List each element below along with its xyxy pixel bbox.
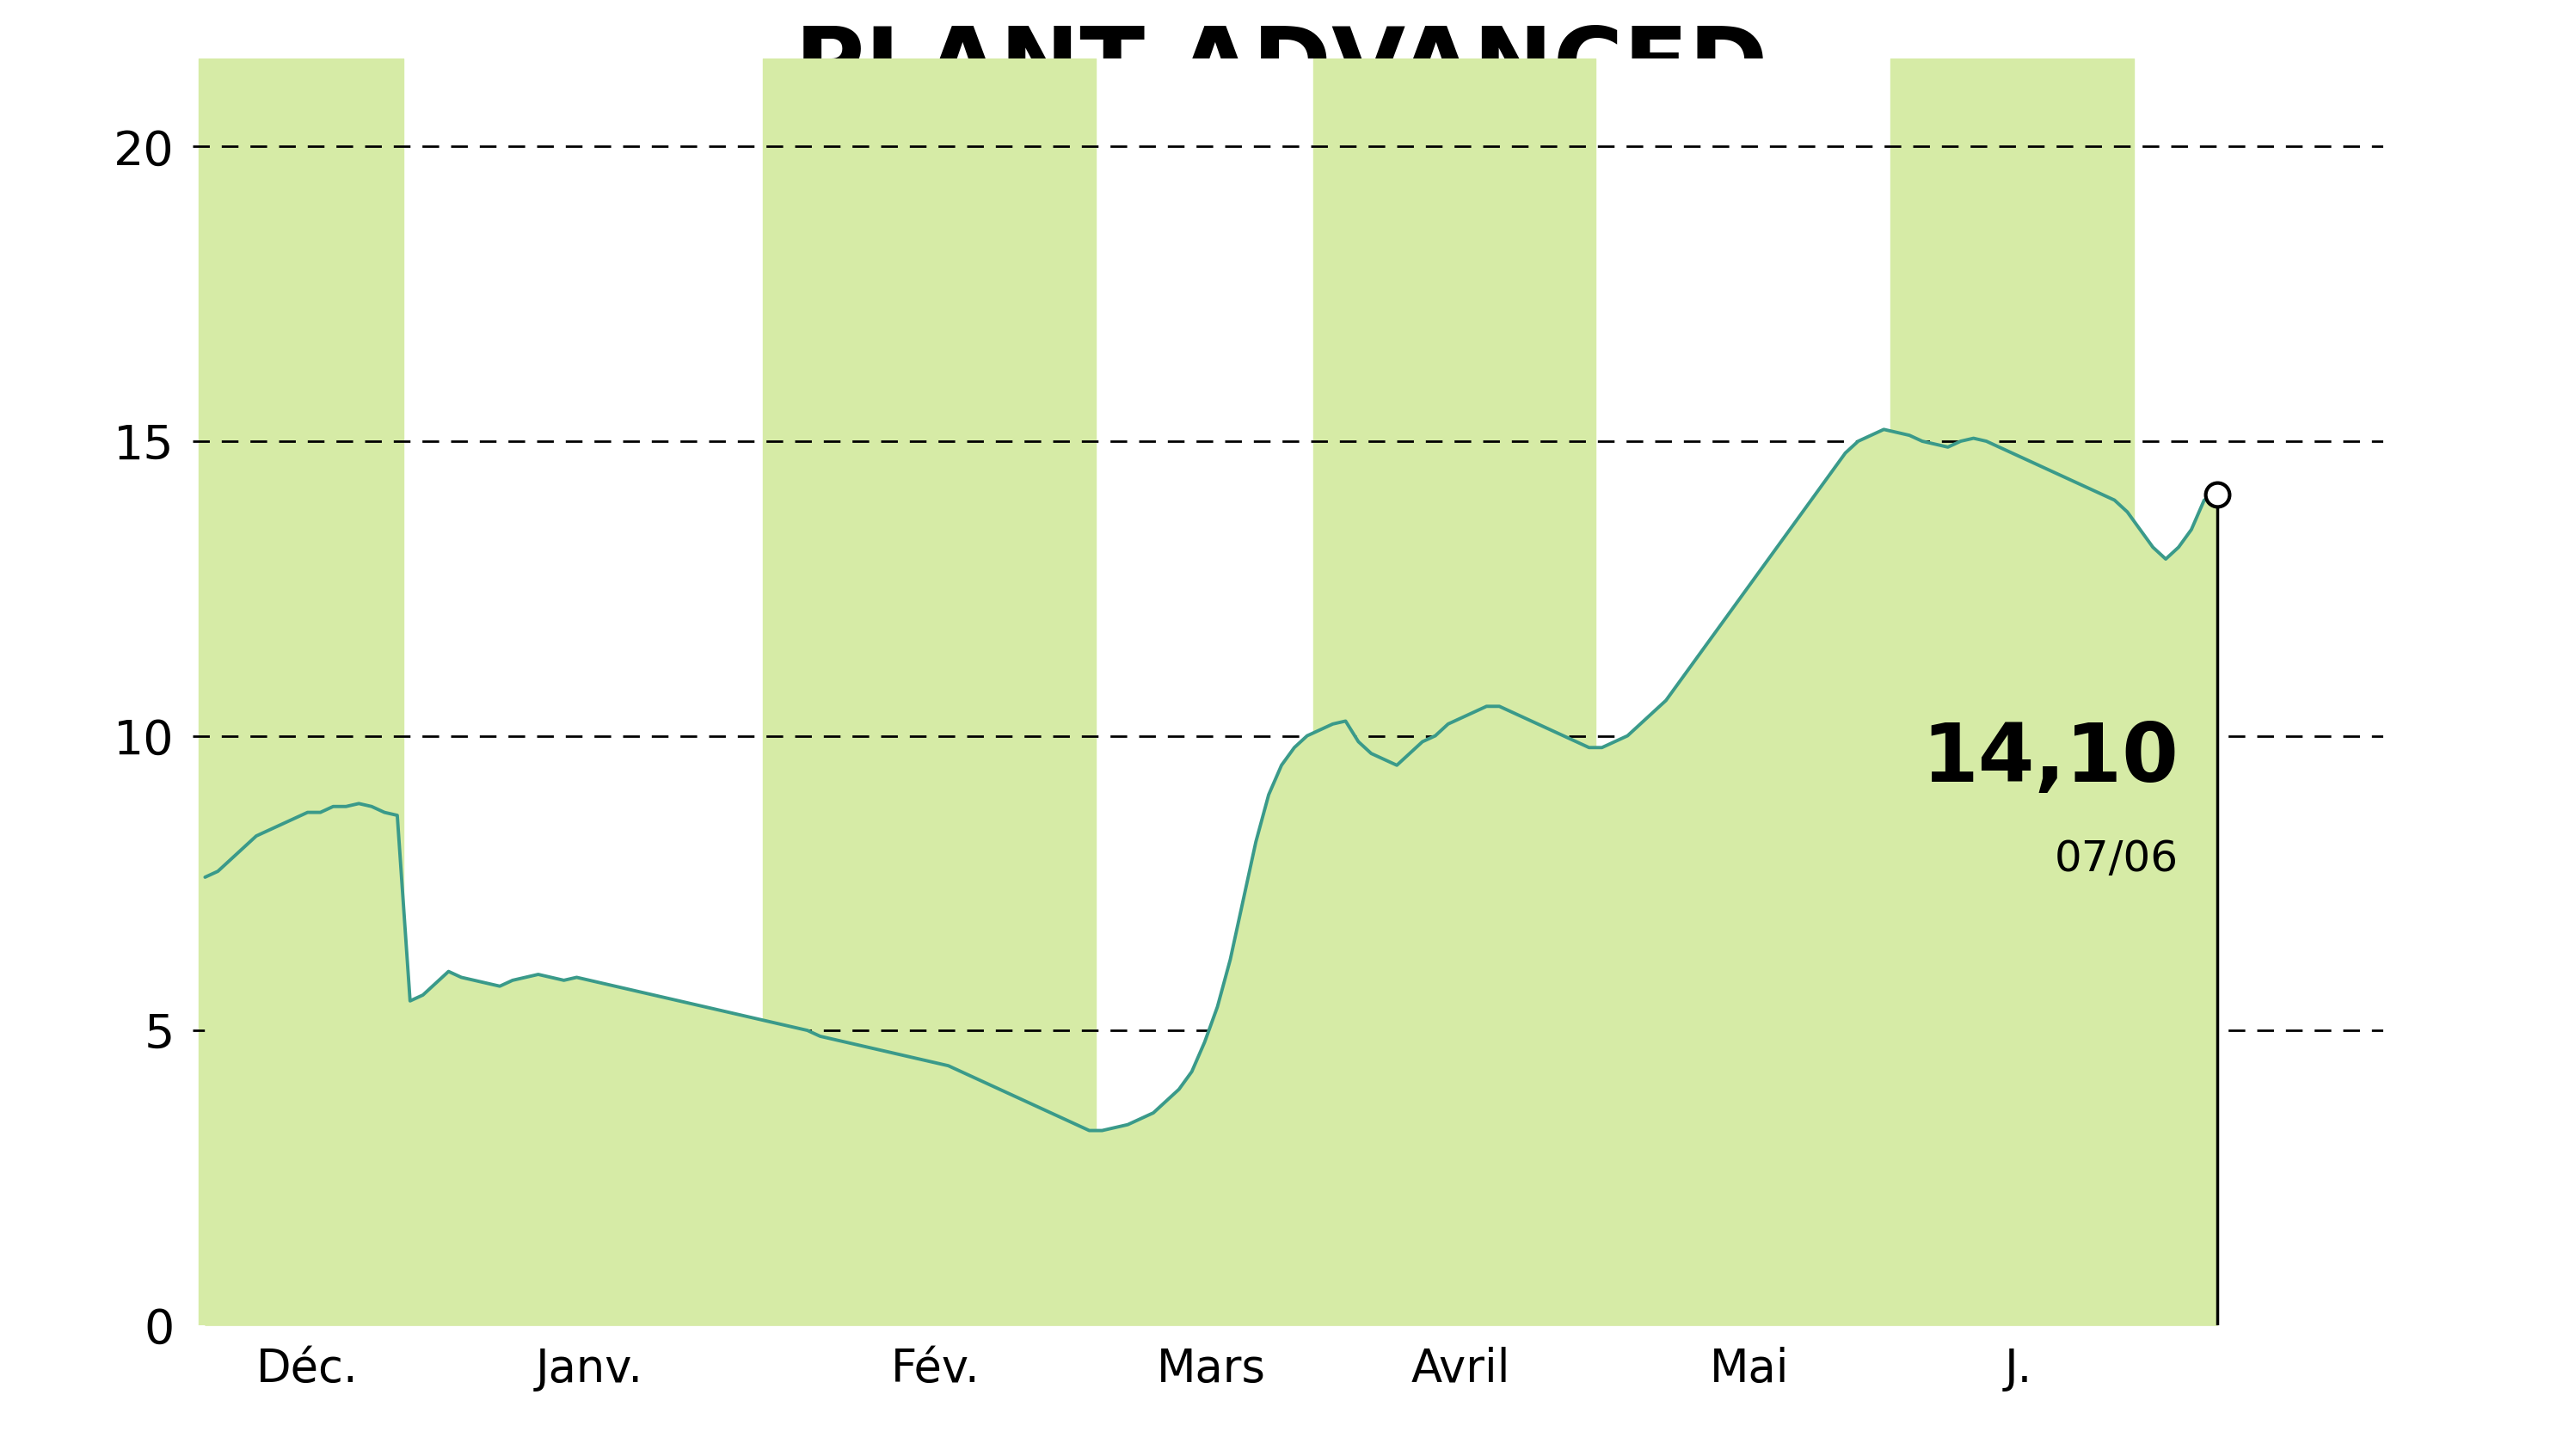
- Bar: [1889, 58, 2132, 1325]
- Bar: [200, 58, 402, 1325]
- Text: 07/06: 07/06: [2056, 839, 2179, 881]
- Bar: [761, 58, 1094, 1325]
- Bar: [1312, 58, 1594, 1325]
- Text: PLANT ADVANCED: PLANT ADVANCED: [795, 23, 1768, 115]
- Text: 14,10: 14,10: [1922, 719, 2179, 799]
